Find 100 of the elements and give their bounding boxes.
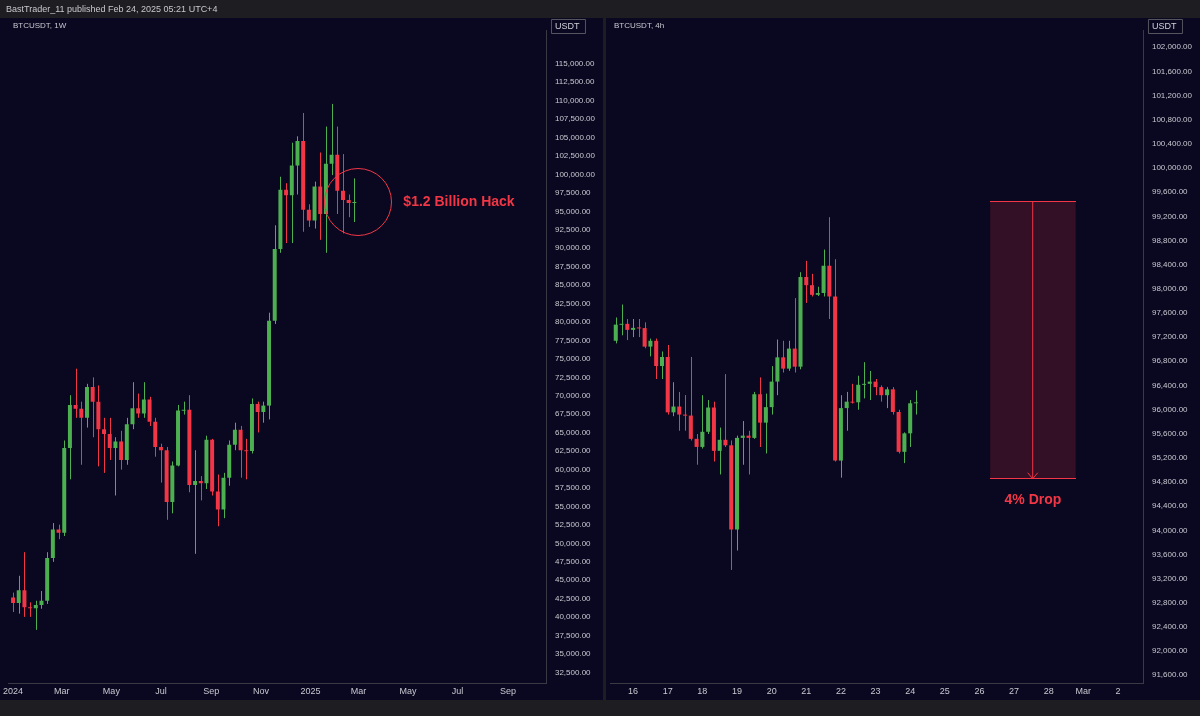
y-tick-label: 102,000.00 bbox=[1151, 42, 1193, 52]
candlestick bbox=[11, 592, 16, 613]
candlestick bbox=[763, 393, 768, 454]
x-tick-label: 28 bbox=[1043, 686, 1054, 697]
y-tick-label: 37,500.00 bbox=[554, 630, 592, 640]
x-tick-label: 27 bbox=[1009, 686, 1020, 697]
x-tick-label: Mar bbox=[1075, 686, 1092, 697]
x-tick-label: 22 bbox=[835, 686, 846, 697]
y-tick-label: 93,200.00 bbox=[1151, 573, 1189, 583]
candlestick bbox=[694, 433, 699, 466]
x-tick-label: May bbox=[399, 686, 417, 697]
x-tick-label: 21 bbox=[801, 686, 812, 697]
y-tick-label: 97,600.00 bbox=[1151, 308, 1189, 318]
x-tick-label: Sep bbox=[499, 686, 516, 697]
x-tick-label: 19 bbox=[731, 686, 742, 697]
y-tick-label: 96,800.00 bbox=[1151, 356, 1189, 366]
y-tick-label: 92,000.00 bbox=[1151, 646, 1189, 656]
candlestick bbox=[885, 386, 890, 409]
y-tick-label: 110,000.00 bbox=[554, 95, 595, 105]
y-tick-label: 77,500.00 bbox=[554, 335, 592, 345]
y-tick-label: 95,200.00 bbox=[1151, 453, 1189, 463]
y-tick-label: 85,000.00 bbox=[554, 280, 592, 290]
y-tick-label: 75,000.00 bbox=[554, 354, 592, 364]
y-tick-label: 62,500.00 bbox=[554, 446, 592, 456]
y-tick-label: 94,000.00 bbox=[1151, 525, 1189, 535]
candlestick bbox=[306, 203, 311, 228]
candlestick bbox=[781, 340, 786, 374]
legend-label: 4% Drop bbox=[1004, 490, 1062, 507]
candlestick bbox=[631, 318, 636, 338]
y-tick-label: 32,500.00 bbox=[554, 667, 592, 677]
x-tick-label: May bbox=[102, 686, 121, 697]
y-tick-label: 101,600.00 bbox=[1151, 66, 1193, 76]
candlestick bbox=[659, 350, 664, 380]
x-tick-label: Jul bbox=[155, 686, 167, 697]
y-tick-label: 107,500.00 bbox=[554, 114, 596, 124]
y-tick-label: 57,500.00 bbox=[554, 483, 592, 493]
y-axis-title: USDT bbox=[554, 21, 580, 32]
y-axis-title: USDT bbox=[1151, 21, 1177, 32]
y-tick-label: 101,200.00 bbox=[1151, 90, 1193, 100]
y-tick-label: 92,400.00 bbox=[1151, 622, 1189, 632]
y-tick-label: 45,000.00 bbox=[554, 575, 592, 585]
candlestick bbox=[340, 153, 345, 234]
y-tick-label: 97,500.00 bbox=[554, 188, 592, 198]
candlestick bbox=[717, 427, 722, 475]
text: BastTrader_11 published Feb 24, 2025 05:21 UTC+4 bbox=[6, 4, 218, 14]
x-tick-label: Nov bbox=[252, 686, 270, 697]
y-tick-label: 93,600.00 bbox=[1151, 549, 1189, 559]
y-tick-label: 87,500.00 bbox=[554, 261, 592, 271]
y-tick-label: 105,000.00 bbox=[554, 132, 596, 142]
y-tick-label: 98,000.00 bbox=[1151, 284, 1189, 293]
candlestick bbox=[913, 389, 918, 416]
annotation: $1.2 Billion Hack bbox=[403, 192, 515, 209]
candlestick bbox=[90, 376, 95, 438]
candlestick bbox=[619, 304, 624, 336]
y-tick-label: 40,000.00 bbox=[554, 612, 592, 622]
candlestick bbox=[792, 297, 797, 374]
y-tick-label: 72,500.00 bbox=[554, 372, 592, 382]
candlestick bbox=[255, 401, 260, 433]
candlestick bbox=[723, 373, 728, 448]
candlestick bbox=[804, 260, 809, 304]
candlestick bbox=[136, 393, 141, 419]
x-tick-label: 20 bbox=[766, 686, 777, 697]
candlestick bbox=[158, 443, 163, 484]
y-tick-label: 100,000.00 bbox=[554, 169, 596, 179]
candlestick bbox=[613, 316, 618, 344]
chart-title: BTCUSDT, 4h bbox=[614, 21, 665, 31]
candlestick bbox=[636, 318, 641, 338]
candlestick bbox=[844, 391, 849, 432]
y-tick-label: 115,000.00 bbox=[554, 58, 595, 68]
candlestick bbox=[861, 361, 867, 399]
y-tick-label: 42,500.00 bbox=[554, 593, 592, 603]
candlestick bbox=[352, 177, 357, 223]
candlestick bbox=[119, 430, 124, 471]
candlestick bbox=[677, 391, 682, 432]
candlestick bbox=[193, 449, 198, 555]
y-tick-label: 92,500.00 bbox=[554, 224, 592, 234]
y-tick-label: 65,000.00 bbox=[554, 427, 592, 437]
y-tick-label: 92,800.00 bbox=[1151, 597, 1189, 607]
candlestick bbox=[671, 381, 676, 417]
x-tick-label: 25 bbox=[939, 686, 950, 697]
candlestick bbox=[28, 601, 33, 618]
y-tick-label: 35,000.00 bbox=[554, 649, 592, 659]
candlestick bbox=[244, 438, 249, 480]
y-tick-label: 100,400.00 bbox=[1151, 139, 1193, 149]
candlestick bbox=[73, 368, 78, 419]
y-tick-label: 67,500.00 bbox=[554, 409, 592, 419]
y-tick-label: 97,200.00 bbox=[1151, 332, 1189, 342]
candlestick bbox=[141, 381, 146, 419]
y-tick-label: 52,500.00 bbox=[554, 520, 592, 530]
candlestick bbox=[329, 103, 334, 176]
x-tick-label: 2024 bbox=[3, 686, 24, 697]
y-tick-label: 60,000.00 bbox=[554, 464, 592, 474]
y-tick-label: 100,800.00 bbox=[1151, 114, 1193, 124]
candlestick bbox=[181, 401, 186, 416]
candlestick bbox=[261, 401, 266, 424]
candlestick bbox=[700, 394, 705, 450]
x-tick-label: Jul bbox=[451, 686, 464, 697]
candlestick bbox=[102, 417, 107, 474]
x-tick-label: Sep bbox=[203, 686, 220, 697]
x-tick-label: 17 bbox=[662, 686, 673, 697]
